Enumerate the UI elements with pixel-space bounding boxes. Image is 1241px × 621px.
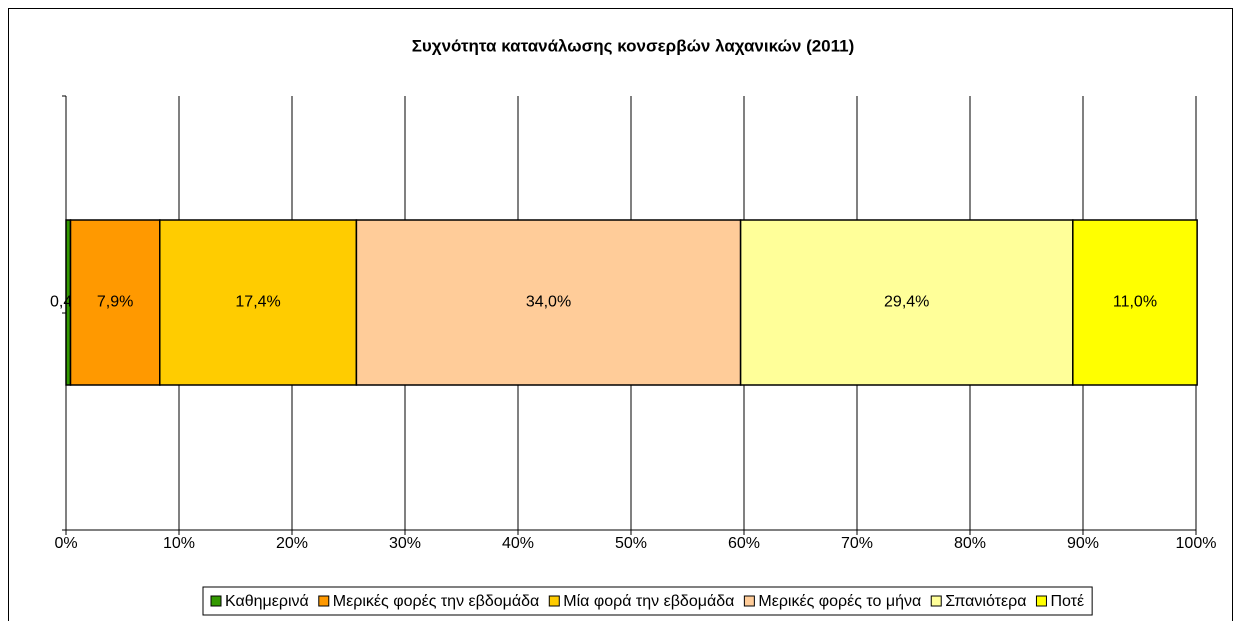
- x-tick-label: 70%: [841, 535, 873, 552]
- legend-box: [202, 586, 1093, 616]
- bar-segment: [355, 219, 742, 386]
- x-tick-label: 10%: [163, 535, 195, 552]
- legend-swatch: [210, 595, 222, 607]
- bar-segment: [739, 219, 1074, 386]
- x-tick-label: 20%: [276, 535, 308, 552]
- x-tick-label: 30%: [389, 535, 421, 552]
- legend-label: Ποτέ: [1050, 593, 1084, 610]
- legend-swatch: [930, 595, 942, 607]
- legend-label: Μερικές φορές την εβδομάδα: [333, 593, 540, 610]
- x-tick-label: 40%: [502, 535, 534, 552]
- bar-segment: [1072, 219, 1198, 386]
- x-tick-label: 80%: [954, 535, 986, 552]
- legend-label: Σπανιότερα: [945, 593, 1026, 610]
- legend-label: Καθημερινά: [225, 593, 309, 610]
- data-label: 11,0%: [1113, 294, 1157, 311]
- legend-swatch: [548, 595, 560, 607]
- legend-swatch: [1035, 595, 1047, 607]
- x-tick-label: 100%: [1176, 535, 1217, 552]
- bar-segment: [159, 219, 358, 386]
- x-tick-label: 0%: [54, 535, 77, 552]
- data-label: 29,4%: [884, 294, 929, 311]
- chart-title: Συχνότητα κατανάλωσης κονσερβών λαχανικώ…: [412, 36, 855, 55]
- x-tick-label: 60%: [728, 535, 760, 552]
- data-label: 34,0%: [526, 294, 571, 311]
- legend-label: Μία φορά την εβδομάδα: [563, 593, 734, 610]
- legend-label: Μερικές φορές το μήνα: [758, 593, 921, 610]
- data-label: 7,9%: [97, 294, 133, 311]
- legend-swatch: [743, 595, 755, 607]
- data-label: 17,4%: [235, 294, 280, 311]
- x-tick-label: 50%: [615, 535, 647, 552]
- x-tick-label: 90%: [1067, 535, 1099, 552]
- legend-swatch: [318, 595, 330, 607]
